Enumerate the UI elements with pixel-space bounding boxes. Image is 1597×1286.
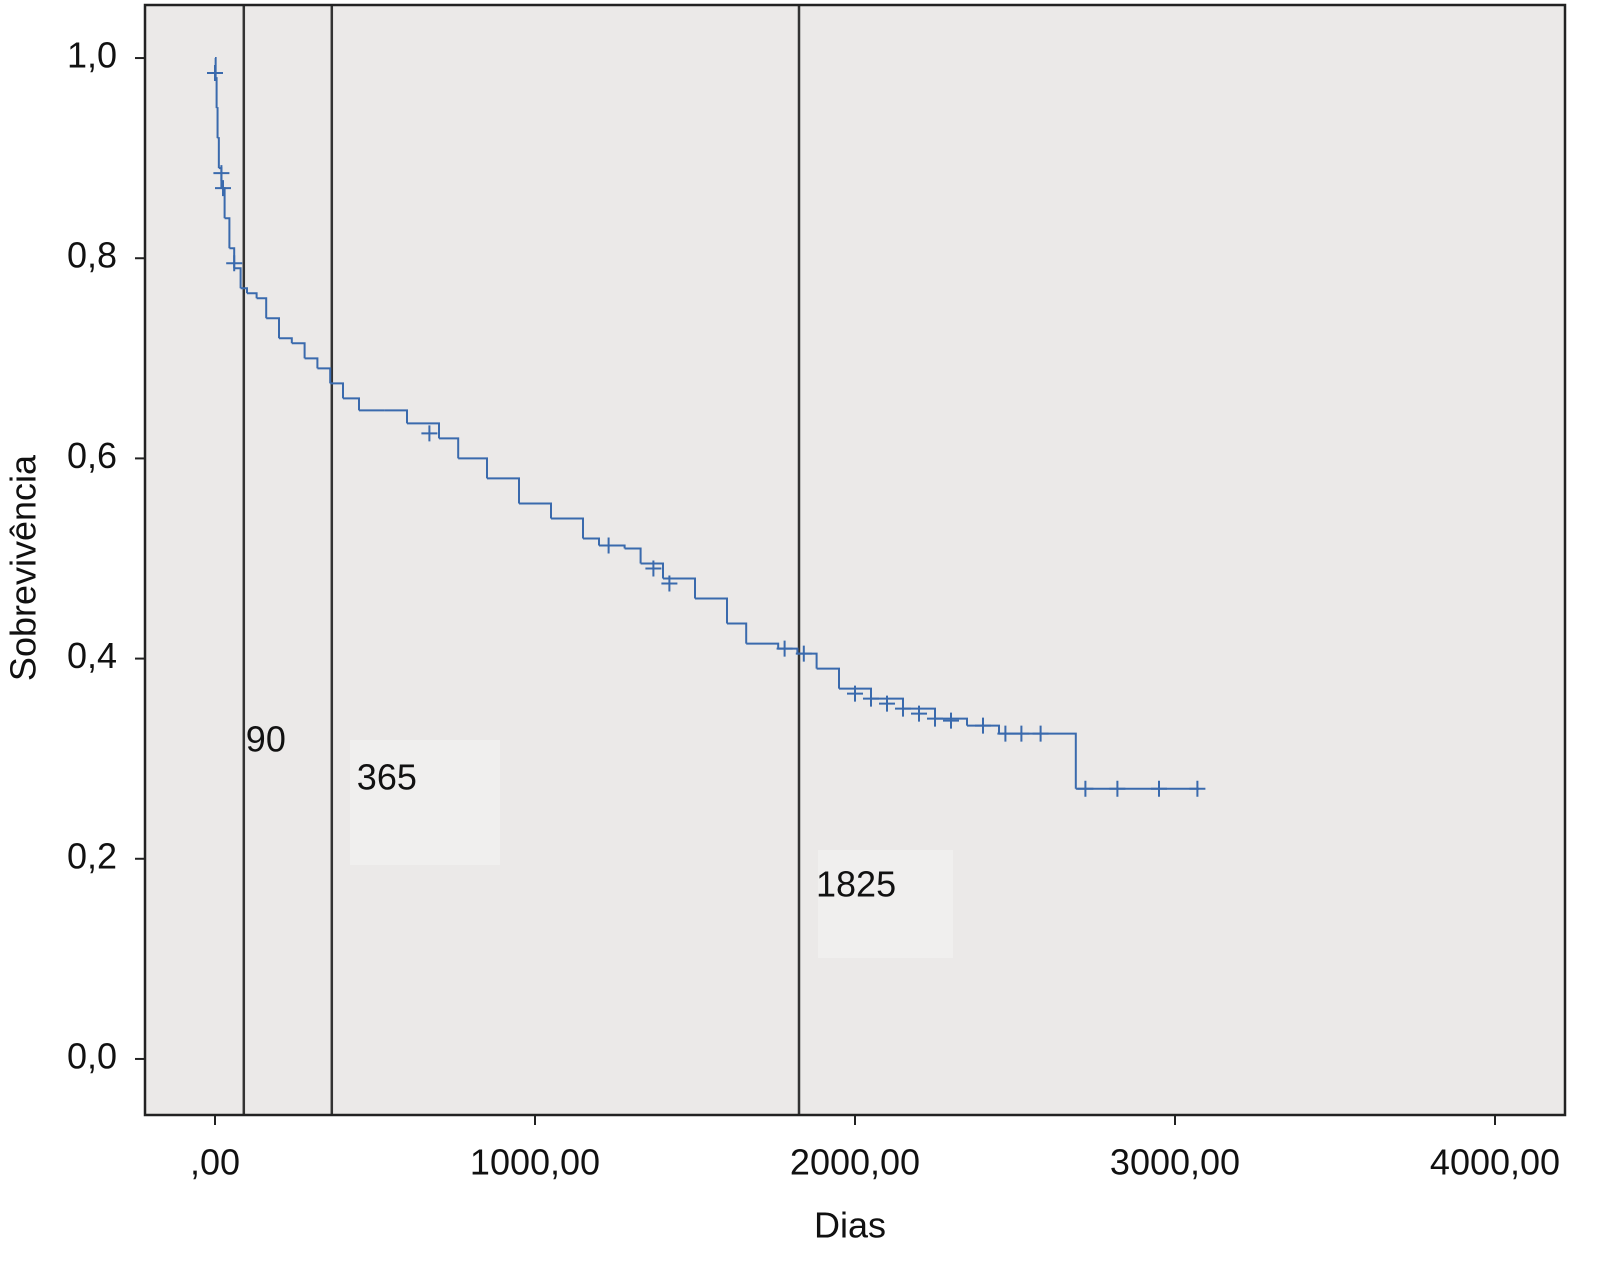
label-box xyxy=(818,850,953,958)
y-tick-label: 0,0 xyxy=(67,1035,117,1076)
survival-step xyxy=(247,292,258,299)
censor-mark xyxy=(600,537,617,554)
survival-step xyxy=(727,622,748,644)
x-tick-label: ,00 xyxy=(190,1142,240,1183)
censor-mark xyxy=(776,640,793,657)
reference-label: 365 xyxy=(357,757,417,798)
survival-step xyxy=(330,382,344,399)
censor-mark xyxy=(1109,780,1126,797)
x-tick-label: 1000,00 xyxy=(470,1142,600,1183)
survival-step xyxy=(291,342,306,359)
censor-mark xyxy=(1151,780,1167,797)
survival-step xyxy=(551,517,584,539)
x-tick-label: 2000,00 xyxy=(790,1142,920,1183)
censor-mark xyxy=(213,165,230,182)
y-tick-label: 0,6 xyxy=(67,435,117,476)
censor-mark xyxy=(645,560,662,577)
survival-step xyxy=(487,477,520,504)
survival-step xyxy=(304,357,319,369)
censor-mark xyxy=(226,255,243,272)
x-axis-title: Dias xyxy=(814,1205,886,1246)
survival-step xyxy=(407,422,440,439)
censor-mark xyxy=(661,575,678,592)
censor-mark xyxy=(943,712,959,729)
survival-step xyxy=(816,667,840,689)
censor-mark xyxy=(421,425,438,442)
survival-step xyxy=(384,409,408,424)
censor-mark xyxy=(847,685,863,702)
survival-step xyxy=(256,297,268,319)
survival-step xyxy=(279,337,293,344)
censor-mark xyxy=(895,700,911,717)
y-axis-title: Sobrevivência xyxy=(3,454,44,681)
survival-step xyxy=(216,107,219,139)
censor-mark xyxy=(975,717,991,734)
survival-step xyxy=(240,287,248,294)
survival-step xyxy=(439,437,460,459)
censor-mark xyxy=(1013,725,1030,742)
survival-step xyxy=(217,137,220,169)
survival-step xyxy=(266,317,280,339)
y-tick-label: 0,2 xyxy=(67,835,117,876)
y-tick-label: 0,4 xyxy=(67,635,117,676)
x-tick-label: 4000,00 xyxy=(1430,1142,1560,1183)
censor-mark xyxy=(215,180,231,197)
survival-step xyxy=(317,367,332,384)
censor-mark xyxy=(863,690,879,707)
censor-mark xyxy=(997,725,1014,742)
censor-mark xyxy=(1077,780,1094,797)
censor-mark xyxy=(207,65,223,82)
reference-label: 90 xyxy=(246,719,286,760)
censor-mark xyxy=(795,645,812,662)
survival-step xyxy=(224,217,231,249)
reference-label: 1825 xyxy=(816,864,896,905)
censor-mark xyxy=(1032,725,1049,742)
x-tick-label: 3000,00 xyxy=(1110,1142,1240,1183)
survival-step xyxy=(343,397,360,411)
censor-mark xyxy=(911,705,927,722)
survival-step xyxy=(640,562,664,579)
censor-mark xyxy=(927,710,943,727)
survival-step xyxy=(215,77,218,109)
survival-step xyxy=(234,267,242,289)
survival-step xyxy=(695,597,728,624)
survival-step xyxy=(583,537,600,546)
survival-step xyxy=(624,547,642,564)
survival-step xyxy=(519,502,552,519)
y-tick-label: 1,0 xyxy=(67,35,117,76)
label-box xyxy=(350,740,500,865)
survival-step xyxy=(458,457,488,479)
censor-mark xyxy=(1189,780,1206,797)
y-tick-label: 0,8 xyxy=(67,235,117,276)
survival-step xyxy=(663,577,696,599)
plot-frame xyxy=(143,3,1567,1117)
survival-step xyxy=(935,717,968,726)
survival-step xyxy=(746,642,780,649)
censor-mark xyxy=(879,695,895,712)
